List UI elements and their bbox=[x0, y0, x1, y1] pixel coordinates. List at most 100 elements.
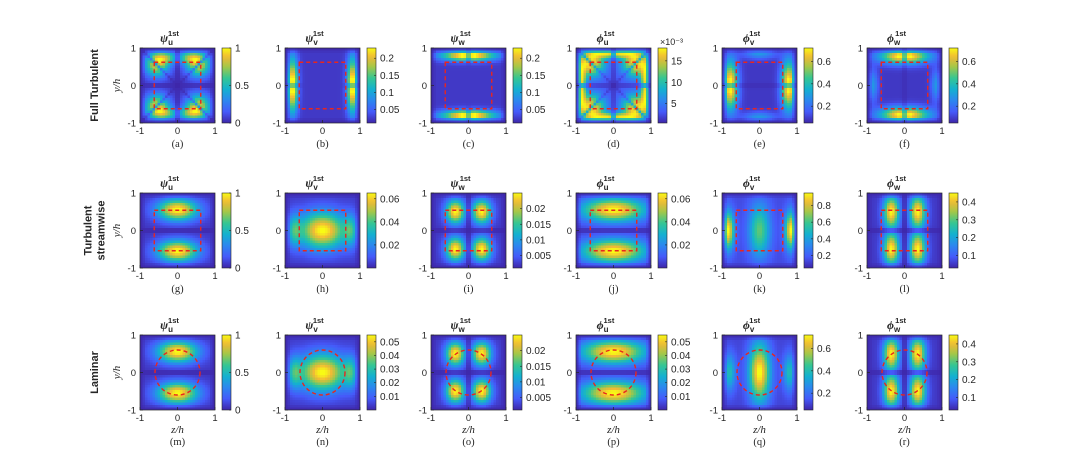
heatmap-cell bbox=[310, 68, 313, 71]
heatmap-cell bbox=[290, 83, 293, 86]
heatmap-cell bbox=[175, 98, 178, 101]
heatmap-cell bbox=[155, 70, 158, 74]
heatmap-cell bbox=[486, 63, 489, 66]
heatmap-cell bbox=[483, 93, 487, 96]
heatmap-cell bbox=[458, 113, 462, 116]
heatmap-cell bbox=[757, 70, 760, 74]
heatmap-cell bbox=[335, 65, 338, 69]
heatmap-cell bbox=[596, 88, 599, 91]
heatmap-cell bbox=[601, 118, 604, 121]
heatmap-cell bbox=[212, 70, 215, 74]
heatmap-cell bbox=[772, 95, 775, 99]
heatmap-cell bbox=[330, 60, 333, 64]
heatmap-cell bbox=[147, 90, 151, 94]
heatmap-cell bbox=[162, 80, 166, 84]
heatmap-cell bbox=[491, 83, 494, 86]
heatmap-cell bbox=[598, 110, 602, 114]
heatmap-cell bbox=[641, 58, 644, 61]
heatmap-cell bbox=[295, 103, 298, 106]
heatmap-cell bbox=[774, 78, 778, 81]
heatmap-cell bbox=[461, 100, 464, 104]
heatmap-cell bbox=[315, 65, 318, 69]
heatmap-cell bbox=[638, 115, 642, 119]
heatmap-cell bbox=[633, 120, 637, 123]
heatmap-cell bbox=[784, 83, 788, 86]
heatmap-cell bbox=[628, 70, 632, 74]
heatmap-cell bbox=[611, 80, 614, 84]
heatmap-cell bbox=[327, 108, 331, 111]
heatmap-cell bbox=[598, 55, 602, 59]
heatmap-cell bbox=[145, 83, 148, 86]
heatmap-cell bbox=[200, 118, 203, 121]
heatmap-cell bbox=[742, 53, 745, 56]
heatmap-cell bbox=[789, 78, 793, 81]
heatmap-cell bbox=[648, 98, 651, 101]
heatmap-cell bbox=[623, 65, 627, 69]
heatmap-cell bbox=[295, 73, 298, 76]
heatmap-cell bbox=[165, 98, 168, 101]
heatmap-cell bbox=[722, 90, 725, 94]
heatmap-cell bbox=[603, 93, 607, 96]
heatmap-cell bbox=[912, 73, 915, 76]
heatmap-cell bbox=[638, 85, 642, 89]
heatmap-cell bbox=[932, 55, 935, 59]
heatmap-cell bbox=[140, 85, 143, 89]
heatmap-cell bbox=[782, 63, 785, 66]
heatmap-cell bbox=[782, 118, 785, 121]
heatmap-cell bbox=[754, 88, 758, 91]
heatmap-cell bbox=[767, 115, 770, 119]
title-symbol: ϕ bbox=[743, 31, 750, 45]
heatmap-cell bbox=[155, 68, 158, 71]
heatmap-cell bbox=[157, 68, 161, 71]
heatmap-cell bbox=[451, 93, 454, 96]
heatmap-cell bbox=[337, 70, 341, 74]
heatmap-cell bbox=[453, 113, 457, 116]
heatmap-cell bbox=[772, 73, 775, 76]
heatmap-cell bbox=[473, 113, 477, 116]
heatmap-cell bbox=[777, 80, 780, 84]
heatmap-cell bbox=[320, 100, 323, 104]
y-tick-label: -1 bbox=[419, 119, 427, 130]
heatmap-cell bbox=[491, 108, 494, 111]
heatmap-cell bbox=[789, 113, 793, 116]
heatmap-cell bbox=[631, 120, 634, 123]
heatmap-cell bbox=[929, 58, 933, 61]
heatmap-cell bbox=[772, 63, 775, 66]
colorbar-tick-label: 0.15 bbox=[526, 71, 546, 82]
heatmap-cell bbox=[486, 80, 489, 84]
heatmap-cell bbox=[603, 118, 607, 121]
heatmap-cell bbox=[458, 68, 462, 71]
heatmap-cell bbox=[210, 118, 213, 121]
heatmap-cell bbox=[752, 113, 755, 116]
heatmap-cell bbox=[501, 60, 504, 64]
heatmap-cell bbox=[190, 113, 193, 116]
heatmap-cell bbox=[155, 78, 158, 81]
heatmap-cell bbox=[441, 108, 444, 111]
heatmap-cell bbox=[501, 80, 504, 84]
heatmap-cell bbox=[190, 55, 193, 59]
heatmap-cell bbox=[190, 50, 193, 54]
heatmap-cell bbox=[290, 70, 293, 74]
heatmap-cell bbox=[483, 53, 487, 56]
heatmap-cell bbox=[631, 50, 634, 54]
heatmap-cell bbox=[646, 53, 649, 56]
heatmap-cell bbox=[914, 50, 918, 54]
heatmap-cell bbox=[350, 78, 353, 81]
heatmap-cell bbox=[177, 110, 181, 114]
heatmap-cell bbox=[646, 68, 649, 71]
heatmap-cell bbox=[483, 63, 487, 66]
heatmap-cell bbox=[441, 63, 444, 66]
heatmap-cell bbox=[317, 93, 321, 96]
heatmap-cell bbox=[327, 93, 331, 96]
heatmap-cell bbox=[466, 65, 469, 69]
heatmap-cell bbox=[212, 65, 215, 69]
heatmap-cell bbox=[443, 88, 447, 91]
heatmap-cell bbox=[877, 48, 880, 51]
heatmap-cell bbox=[757, 120, 760, 123]
heatmap-cell bbox=[924, 70, 928, 74]
heatmap-cell bbox=[779, 95, 783, 99]
heatmap-cell bbox=[631, 95, 634, 99]
heatmap-cell bbox=[784, 100, 788, 104]
heatmap-cell bbox=[899, 48, 903, 51]
heatmap-cell bbox=[197, 50, 201, 54]
